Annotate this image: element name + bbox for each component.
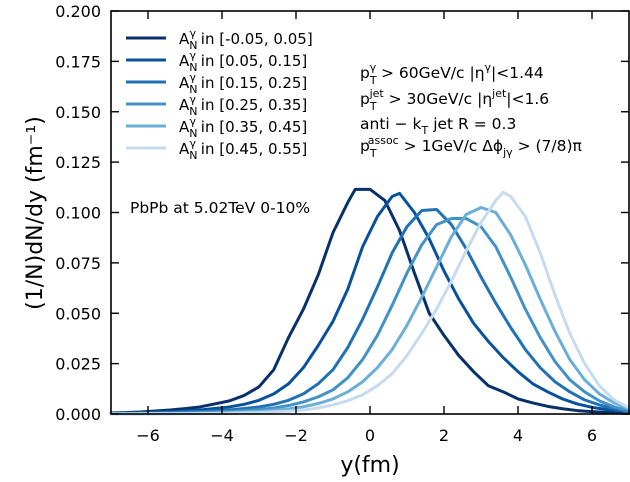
legend-label: ANγ in [0.05, 0.15] — [179, 49, 307, 74]
y-tick-label: 0.025 — [55, 355, 101, 374]
legend-label: ANγ in [0.25, 0.35] — [179, 93, 307, 118]
x-tick-label: 6 — [587, 426, 597, 445]
x-tick-label: −2 — [284, 426, 308, 445]
legend-label: ANγ in [0.15, 0.25] — [179, 71, 307, 96]
annotation-line-1: pTγ > 60GeV/c |ηγ|<1.44 — [360, 61, 544, 87]
x-tick-label: 0 — [365, 426, 375, 445]
legend-entry: ANγ in [-0.05, 0.05] — [126, 27, 313, 52]
x-tick-label: 4 — [513, 426, 523, 445]
annotation-block: pTγ > 60GeV/c |ηγ|<1.44 pTjet > 30GeV/c … — [130, 61, 582, 217]
y-tick-label: 0.125 — [55, 153, 101, 172]
plot-frame — [110, 10, 630, 415]
legend-label: ANγ in [-0.05, 0.05] — [179, 27, 313, 52]
y-tick-label: 0.075 — [55, 254, 101, 273]
series-line-3 — [109, 207, 630, 416]
series-line-6 — [109, 190, 630, 416]
y-tick-label: 0.200 — [55, 2, 101, 21]
legend-entry: ANγ in [0.45, 0.55] — [126, 137, 307, 162]
y-axis-title: (1/N)dN/dy (fm⁻¹) — [23, 116, 48, 310]
legend: ANγ in [-0.05, 0.05]ANγ in [0.05, 0.15]A… — [126, 27, 313, 162]
y-tick-label: 0.000 — [55, 405, 101, 424]
legend-entry: ANγ in [0.15, 0.25] — [126, 71, 307, 96]
y-tick-label: 0.175 — [55, 52, 101, 71]
legend-label: ANγ in [0.45, 0.55] — [179, 137, 307, 162]
ticks-layer: −6 −4 −2 0 2 4 6 0.000 0.025 0.050 0.075 0.100 0.125… — [55, 2, 629, 445]
y-tick-label: 0.100 — [55, 204, 101, 223]
x-tick-label: 2 — [439, 426, 449, 445]
y-tick-label: 0.050 — [55, 304, 101, 323]
series-layer — [109, 187, 630, 416]
legend-entry: ANγ in [0.25, 0.35] — [126, 93, 307, 118]
system-label: PbPb at 5.02TeV 0-10% — [130, 199, 310, 217]
annotation-line-3: anti − kT jet R = 0.3 — [360, 115, 516, 137]
series-line-2 — [109, 191, 630, 415]
annotation-line-2: pTjet > 30GeV/c |ηjet|<1.6 — [360, 87, 549, 113]
x-axis-title: y(fm) — [340, 453, 399, 478]
x-tick-label: −6 — [136, 426, 160, 445]
series-line-1 — [109, 187, 630, 415]
series-line-4 — [109, 217, 630, 416]
legend-entry: ANγ in [0.05, 0.15] — [126, 49, 307, 74]
series-line-5 — [109, 205, 630, 416]
legend-label: ANγ in [0.35, 0.45] — [179, 115, 307, 140]
y-tick-label: 0.150 — [55, 103, 101, 122]
legend-entry: ANγ in [0.35, 0.45] — [126, 115, 307, 140]
x-tick-label: −4 — [210, 426, 234, 445]
annotation-line-4: pTassoc > 1GeV/c Δϕjγ > (7/8)π — [360, 134, 582, 160]
